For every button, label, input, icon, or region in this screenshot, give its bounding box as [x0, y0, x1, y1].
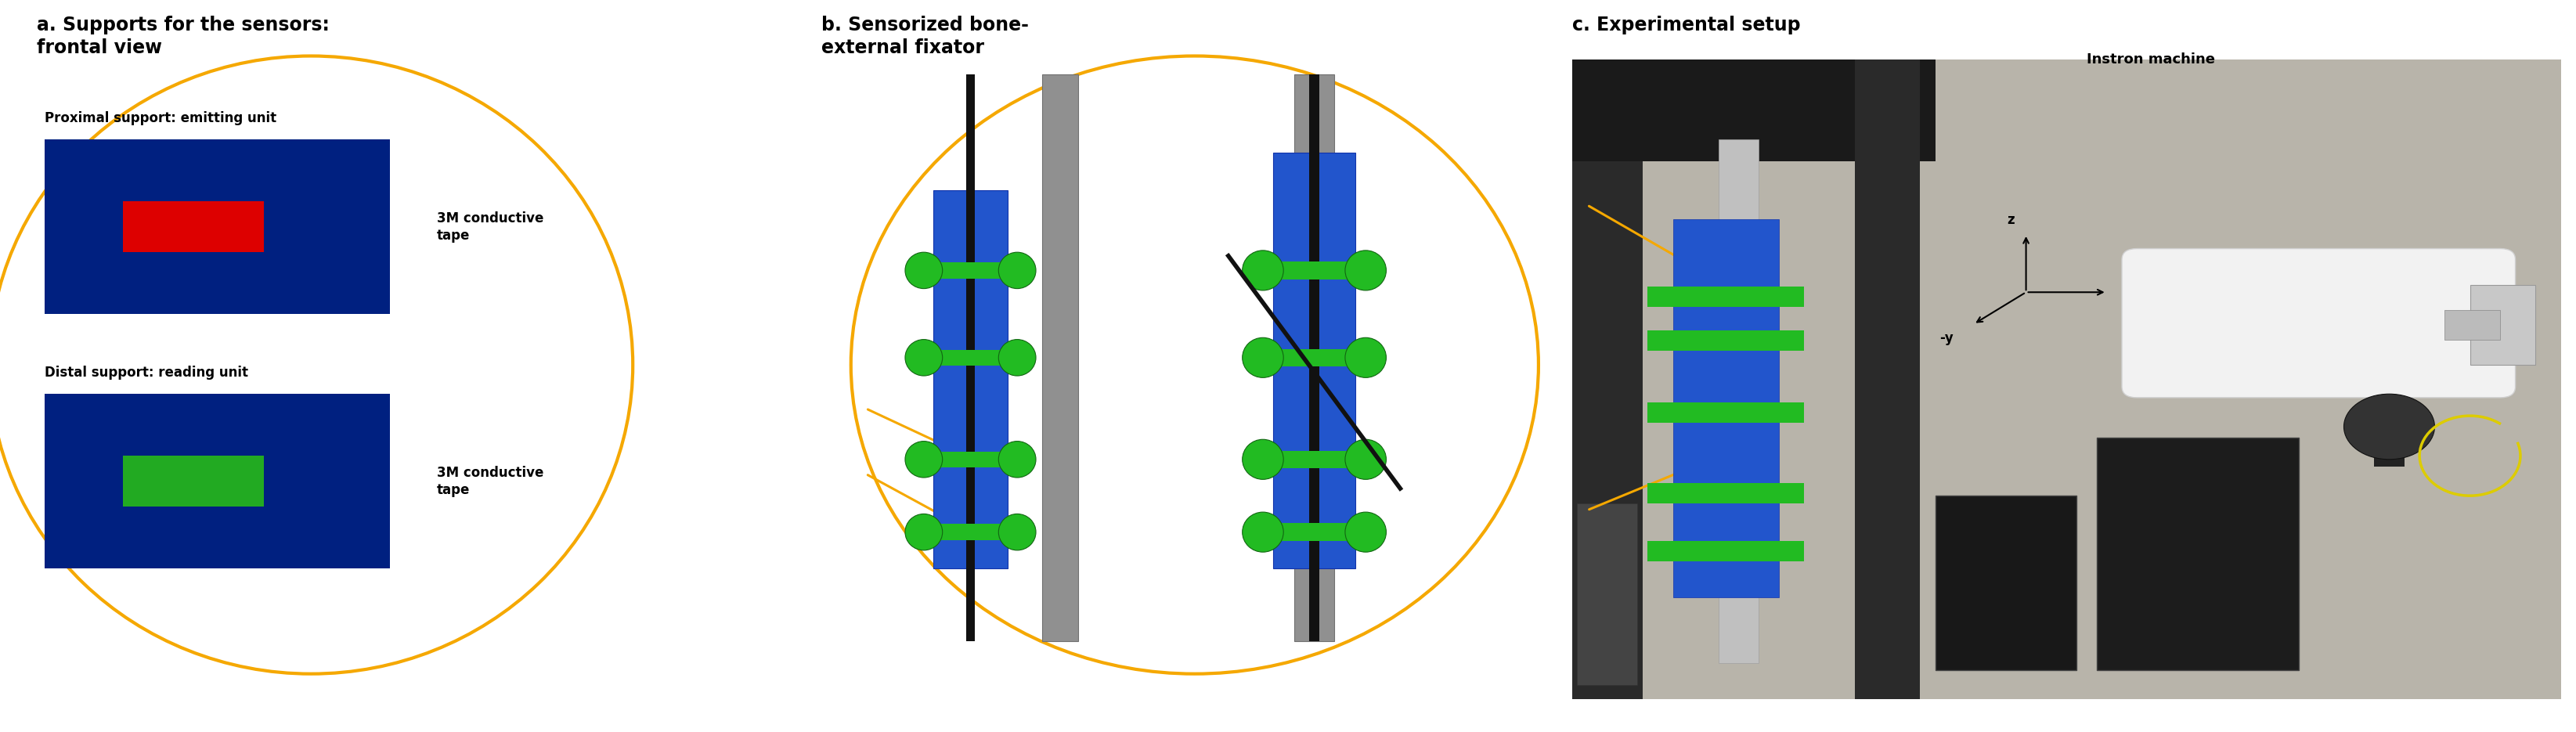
FancyBboxPatch shape: [1649, 482, 1803, 503]
FancyBboxPatch shape: [1252, 451, 1376, 468]
Circle shape: [1242, 250, 1283, 291]
Circle shape: [1345, 337, 1386, 378]
FancyBboxPatch shape: [966, 74, 974, 641]
FancyBboxPatch shape: [914, 524, 1028, 540]
FancyBboxPatch shape: [914, 262, 1028, 278]
Text: Instron machine: Instron machine: [2087, 53, 2215, 67]
Text: -y: -y: [1940, 332, 1953, 346]
FancyBboxPatch shape: [1273, 153, 1355, 569]
Circle shape: [904, 514, 943, 550]
FancyBboxPatch shape: [914, 452, 1028, 468]
FancyBboxPatch shape: [914, 350, 1028, 365]
FancyBboxPatch shape: [1855, 59, 1919, 699]
Text: 3M conductive
tape: 3M conductive tape: [438, 211, 544, 242]
FancyBboxPatch shape: [1577, 503, 1638, 684]
Circle shape: [999, 253, 1036, 288]
Circle shape: [904, 340, 943, 376]
FancyBboxPatch shape: [1649, 330, 1803, 351]
FancyBboxPatch shape: [1309, 74, 1319, 641]
Text: Proximal support: emitting unit: Proximal support: emitting unit: [44, 111, 276, 125]
FancyBboxPatch shape: [2123, 249, 2514, 397]
FancyBboxPatch shape: [1252, 261, 1376, 279]
Circle shape: [1242, 512, 1283, 552]
FancyBboxPatch shape: [933, 190, 1007, 569]
FancyBboxPatch shape: [1252, 523, 1376, 541]
FancyBboxPatch shape: [2097, 438, 2298, 671]
FancyBboxPatch shape: [44, 394, 389, 569]
FancyBboxPatch shape: [1649, 541, 1803, 561]
Circle shape: [1242, 439, 1283, 479]
Circle shape: [999, 441, 1036, 477]
Text: b. Sensorized bone-
external fixator: b. Sensorized bone- external fixator: [822, 16, 1028, 57]
Circle shape: [999, 514, 1036, 550]
Circle shape: [904, 441, 943, 477]
FancyBboxPatch shape: [1296, 74, 1334, 641]
FancyBboxPatch shape: [44, 140, 389, 314]
FancyBboxPatch shape: [1649, 403, 1803, 423]
FancyBboxPatch shape: [1571, 59, 1643, 699]
FancyBboxPatch shape: [1672, 220, 1780, 597]
FancyBboxPatch shape: [124, 201, 263, 253]
FancyBboxPatch shape: [1571, 59, 1935, 161]
Circle shape: [1345, 250, 1386, 291]
FancyBboxPatch shape: [124, 456, 263, 507]
Text: z: z: [2007, 213, 2014, 227]
FancyBboxPatch shape: [2470, 285, 2535, 365]
Text: x: x: [2123, 285, 2130, 299]
Circle shape: [999, 340, 1036, 376]
Text: c. Experimental setup: c. Experimental setup: [1571, 16, 1801, 35]
FancyBboxPatch shape: [1252, 349, 1376, 367]
Circle shape: [1345, 439, 1386, 479]
Circle shape: [1345, 512, 1386, 552]
FancyBboxPatch shape: [2445, 310, 2501, 340]
FancyBboxPatch shape: [1935, 496, 2076, 671]
Circle shape: [904, 253, 943, 288]
FancyBboxPatch shape: [1571, 59, 2561, 699]
Text: 3M conductive
tape: 3M conductive tape: [438, 466, 544, 497]
Circle shape: [1242, 337, 1283, 378]
Text: Distal support: reading unit: Distal support: reading unit: [44, 365, 247, 379]
FancyBboxPatch shape: [1718, 140, 1759, 663]
FancyBboxPatch shape: [2375, 423, 2403, 467]
Text: a. Supports for the sensors:
frontal view: a. Supports for the sensors: frontal vie…: [36, 16, 330, 57]
FancyBboxPatch shape: [1043, 74, 1079, 641]
Circle shape: [2344, 394, 2434, 460]
FancyBboxPatch shape: [1649, 286, 1803, 307]
